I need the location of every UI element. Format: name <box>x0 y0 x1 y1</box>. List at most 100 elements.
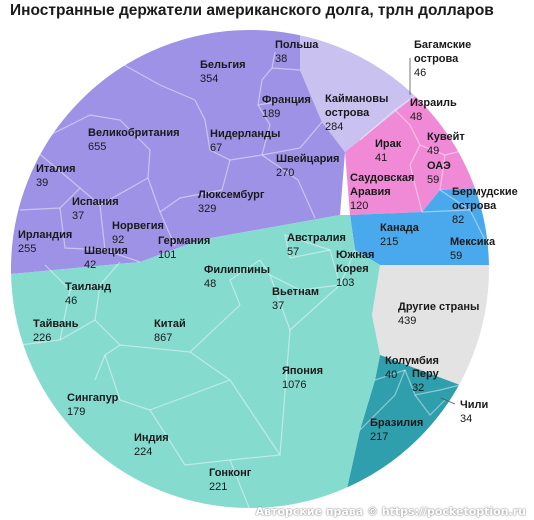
cell-label-южная-корея: Южная Корея 103 <box>336 249 374 289</box>
chart-title: Иностранные держатели американского долг… <box>10 2 494 19</box>
cell-name: Вьетнам <box>272 286 319 298</box>
cell-name: Германия <box>158 235 210 247</box>
cell-name: Канада <box>380 222 420 234</box>
cell-label-испания: Испания 37 <box>72 196 119 222</box>
copyright-credit: Авторские права © https://pocketoption.r… <box>255 505 526 518</box>
cell-value: 34 <box>460 413 472 425</box>
cell-name: Франция <box>262 94 311 106</box>
cell-name: Другие страны <box>398 301 479 313</box>
cell-value: 354 <box>200 73 218 85</box>
cell-name: Филиппины <box>204 264 270 276</box>
region-asia <box>10 215 380 509</box>
cell-value: 217 <box>370 431 388 443</box>
cell-value: 46 <box>414 67 426 79</box>
cell-name: Италия <box>36 163 76 175</box>
cell-value: 439 <box>398 315 416 327</box>
cell-label-люксембург: Люксембург 329 <box>198 189 265 215</box>
cell-value: 48 <box>410 111 422 123</box>
cell-label-япония: Япония 1076 <box>282 365 323 391</box>
cell-label-швейцария: Швейцария 270 <box>276 153 339 179</box>
cell-name: острова <box>414 53 459 65</box>
region-other <box>372 265 490 385</box>
cell-label-великобритания: Великобритания 655 <box>88 127 180 153</box>
cell-label-италия: Италия 39 <box>36 163 76 189</box>
cell-value: 221 <box>209 481 227 493</box>
cell-borders <box>19 39 490 509</box>
cell-value: 224 <box>134 446 152 458</box>
cell-value: 120 <box>350 200 368 212</box>
cell-value: 82 <box>452 214 464 226</box>
cell-label-другие-страны: Другие страны 439 <box>398 301 479 327</box>
cell-name: Индия <box>134 432 169 444</box>
cell-label-гонконг: Гонконг 221 <box>209 467 252 493</box>
cell-value: 38 <box>275 53 287 65</box>
cell-label-бразилия: Бразилия 217 <box>370 417 423 443</box>
cell-value: 37 <box>272 300 284 312</box>
cell-value: 37 <box>72 210 84 222</box>
labels-layer: Польша 38 Бельгия 354 Франция 189 Великобритан… <box>18 39 518 493</box>
cell-name: Сингапур <box>67 392 119 404</box>
cell-label-вьетнам: Вьетнам 37 <box>272 286 319 312</box>
cell-name: Аравия <box>350 186 391 198</box>
cell-label-колумбия: Колумбия 40 <box>385 355 439 381</box>
cell-label-норвегия: Норвегия 92 <box>112 220 164 246</box>
cell-name: Израиль <box>410 97 457 109</box>
cell-label-филиппины: Филиппины 48 <box>204 264 270 290</box>
cell-value: 39 <box>36 177 48 189</box>
cell-label-нидерланды: Нидерланды 67 <box>210 128 280 154</box>
cell-label-индия: Индия 224 <box>134 432 169 458</box>
cell-name: Япония <box>282 365 323 377</box>
cell-name: Нидерланды <box>210 128 280 140</box>
cell-value: 1076 <box>282 379 306 391</box>
cell-label-каймановы-острова: Каймановы острова 284 <box>325 93 388 133</box>
cell-name: Великобритания <box>88 127 180 139</box>
cell-value: 41 <box>375 152 387 164</box>
cell-name: Швеция <box>84 245 128 257</box>
cell-name: Кувейт <box>427 131 465 143</box>
cell-name: Гонконг <box>209 467 252 479</box>
cell-name: Перу <box>412 368 440 380</box>
cell-value: 42 <box>84 259 96 271</box>
cell-name: Китай <box>154 318 186 330</box>
cell-label-франция: Франция 189 <box>262 94 311 120</box>
cell-value: 103 <box>336 277 354 289</box>
cell-value: 48 <box>204 278 216 290</box>
cell-label-швеция: Швеция 42 <box>84 245 128 271</box>
cell-label-багамские-острова: Багамские острова 46 <box>414 39 471 79</box>
cell-value: 59 <box>427 174 439 186</box>
cell-name: Тайвань <box>33 318 79 330</box>
cell-name: Колумбия <box>385 355 439 367</box>
leader-lines <box>409 58 456 405</box>
cell-value: 32 <box>412 382 424 394</box>
cell-label-польша: Польша 38 <box>275 39 319 65</box>
cell-label-тайвань: Тайвань 226 <box>33 318 79 344</box>
cell-name: Норвегия <box>112 220 164 232</box>
cell-value: 189 <box>262 108 280 120</box>
cell-value: 67 <box>210 142 222 154</box>
cell-value: 179 <box>67 406 85 418</box>
cell-name: острова <box>452 200 497 212</box>
cell-name: Багамские <box>414 39 471 51</box>
cell-name: Ирландия <box>18 229 72 241</box>
cell-name: Корея <box>336 263 369 275</box>
cell-name: острова <box>325 107 370 119</box>
cell-value: 655 <box>88 141 106 153</box>
cell-name: Саудовская <box>350 172 414 184</box>
cell-name: Швейцария <box>276 153 339 165</box>
cell-label-бермудские-острова: Бермудские острова 82 <box>452 186 518 226</box>
cell-name: Испания <box>72 196 119 208</box>
cell-value: 215 <box>380 236 398 248</box>
cell-label-израиль: Израиль 48 <box>410 97 457 123</box>
cell-value: 270 <box>276 167 294 179</box>
cell-name: Бермудские <box>452 186 518 198</box>
cell-value: 40 <box>385 369 397 381</box>
cell-label-таиланд: Таиланд 46 <box>65 281 111 307</box>
cell-value: 284 <box>325 121 343 133</box>
cell-name: Мексика <box>450 236 496 248</box>
cell-label-саудовская-аравия: Саудовская Аравия 120 <box>350 172 414 212</box>
cell-name: Австралия <box>287 232 346 244</box>
cell-name: Польша <box>275 39 319 51</box>
cell-value: 255 <box>18 243 36 255</box>
cell-label-сингапур: Сингапур 179 <box>67 392 119 418</box>
